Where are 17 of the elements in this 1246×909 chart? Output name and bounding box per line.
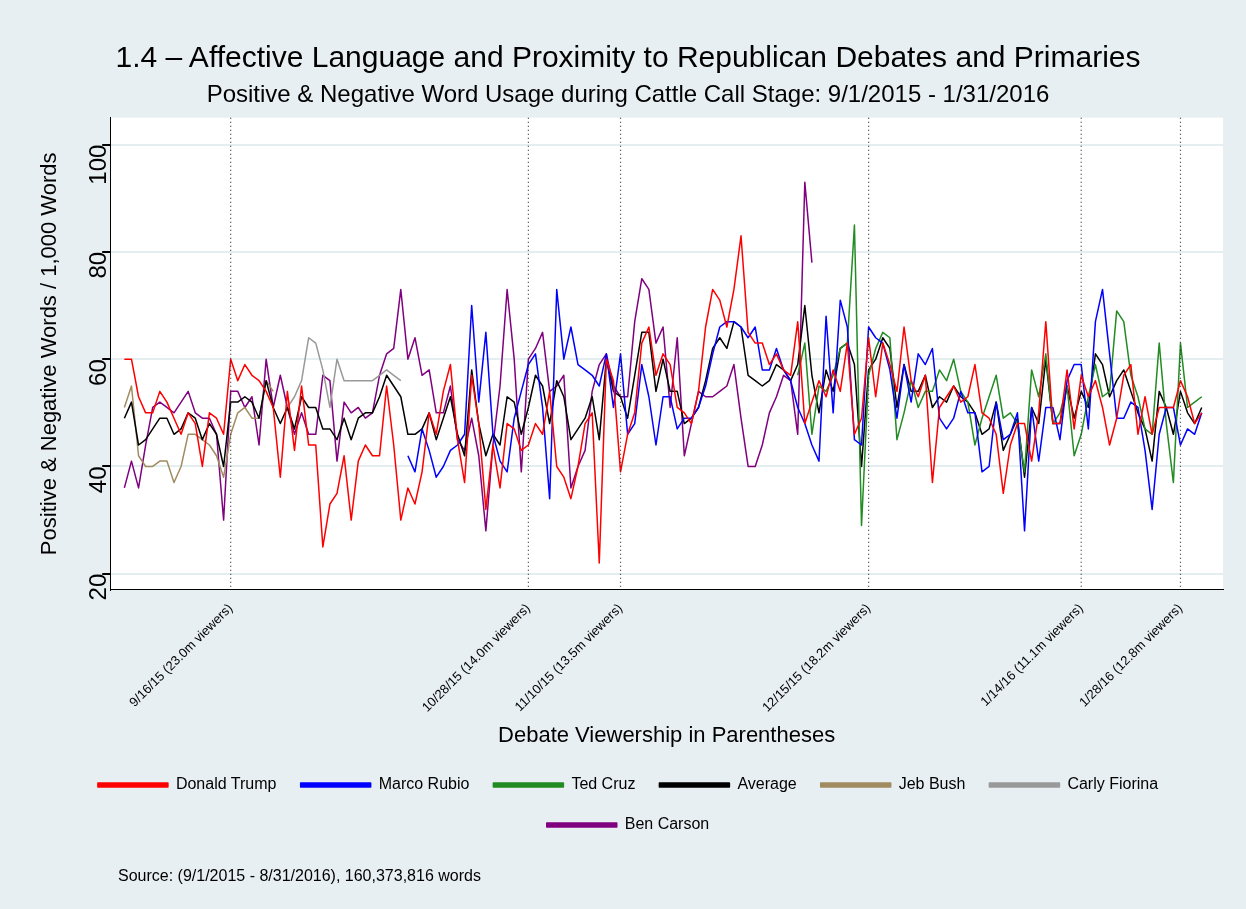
y-axis-title: Positive & Negative Words / 1,000 Words [36,152,62,556]
legend-label: Average [737,775,797,793]
legend-label: Donald Trump [175,775,277,793]
y-tick-label: 100 [83,144,111,185]
legend-label: Ben Carson [624,815,710,833]
legend-label: Carly Fiorina [1067,775,1159,793]
y-tick-label: 60 [83,359,111,386]
x-axis-title: Debate Viewership in Parentheses [498,721,836,747]
chart-subtitle: Positive & Negative Word Usage during Cattle Call Stage: 9/1/2015 - 1/31/2016 [206,80,1050,108]
source-note: Source: (9/1/2015 - 8/31/2016), 160,373,816 words [118,867,481,885]
y-tick-label: 40 [83,466,111,494]
y-tick-label: 20 [83,573,111,601]
legend-label: Ted Cruz [571,775,636,793]
y-tick-label: 80 [83,251,111,279]
legend-label: Marco Rubio [378,775,470,793]
legend-label: Jeb Bush [898,775,966,793]
chart-title: 1.4 – Affective Language and Proximity to Republican Debates and Primaries [115,40,1141,74]
